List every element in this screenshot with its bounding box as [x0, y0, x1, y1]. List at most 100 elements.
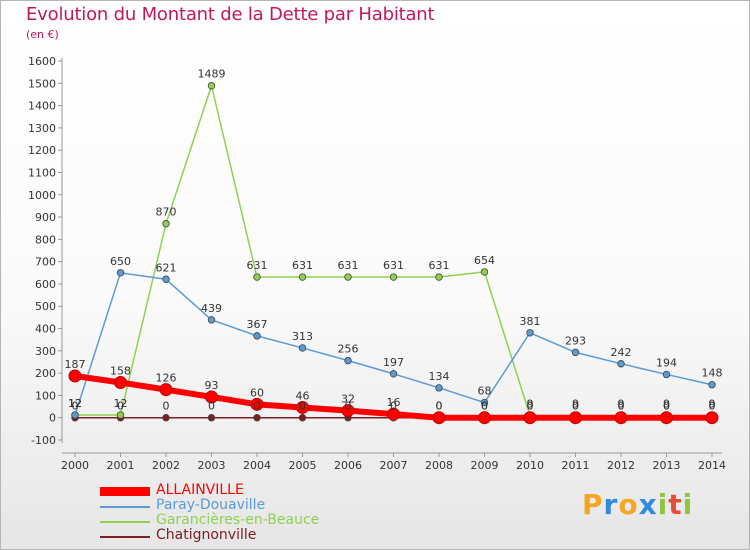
y-tick-label: 1600	[28, 55, 56, 68]
data-label: 631	[292, 259, 313, 272]
data-label: 0	[254, 400, 261, 413]
y-tick-label: 600	[35, 278, 56, 291]
data-point	[162, 414, 170, 422]
data-label: 9	[527, 398, 534, 411]
y-tick-label: 100	[35, 389, 56, 402]
data-label: 650	[110, 255, 131, 268]
data-label: 0	[436, 400, 443, 413]
data-point	[435, 273, 443, 281]
data-point	[708, 381, 716, 389]
x-tick-label: 2012	[607, 459, 635, 472]
data-point	[617, 360, 625, 368]
logo-letter: P	[582, 488, 604, 521]
data-label: 0	[618, 400, 625, 413]
data-point	[705, 411, 719, 425]
data-label: 9	[709, 398, 716, 411]
y-tick-label: 700	[35, 256, 56, 269]
data-label: 0	[208, 400, 215, 413]
x-tick-label: 2008	[425, 459, 453, 472]
data-point	[662, 370, 671, 379]
data-label: 0	[345, 400, 352, 413]
chart-subtitle: (en €)	[26, 28, 59, 41]
data-label: 0	[663, 400, 670, 413]
data-point	[68, 369, 82, 383]
data-label: 0	[481, 400, 488, 413]
chart-title: Evolution du Montant de la Dette par Hab…	[26, 4, 435, 25]
data-label: 32	[341, 393, 355, 406]
data-label: 9	[572, 398, 579, 411]
data-point	[298, 273, 307, 281]
data-label: 194	[656, 356, 677, 369]
data-label: 0	[527, 400, 534, 413]
data-point	[162, 275, 170, 283]
data-point	[116, 269, 125, 277]
logo-letter: o	[618, 488, 639, 521]
logo-letter: x	[638, 488, 658, 521]
data-label: 12	[114, 397, 128, 410]
y-tick-label: 1000	[28, 189, 56, 202]
y-tick-label: 1500	[28, 77, 56, 90]
y-tick-label: 500	[35, 300, 56, 313]
data-label: 367	[247, 318, 268, 331]
data-point	[253, 332, 261, 340]
data-label: 0	[572, 400, 579, 413]
data-point	[162, 220, 170, 228]
data-point	[207, 316, 216, 324]
data-label: 242	[611, 346, 632, 359]
data-label: 0	[117, 400, 124, 413]
data-point	[207, 82, 216, 90]
data-label: 148	[702, 367, 723, 380]
x-tick-label: 2010	[516, 459, 544, 472]
data-label: 187	[65, 358, 86, 371]
data-point	[432, 411, 446, 425]
data-point	[207, 414, 216, 422]
proxiti-logo: Proxiti	[582, 488, 693, 521]
data-point	[387, 407, 400, 421]
data-point	[478, 411, 491, 425]
data-label: 0	[618, 400, 625, 413]
data-label: 0	[572, 400, 579, 413]
x-tick-label: 2013	[653, 459, 681, 472]
data-label: 46	[296, 389, 310, 402]
y-tick-label: 300	[35, 345, 56, 358]
x-tick-label: 2005	[289, 459, 317, 472]
x-tick-label: 2001	[107, 459, 135, 472]
legend-swatch	[100, 487, 150, 496]
x-tick-label: 2003	[198, 459, 226, 472]
data-label: 0	[527, 400, 534, 413]
logo-letter: t	[668, 488, 683, 521]
data-label: 158	[110, 364, 131, 377]
data-label: 12	[68, 397, 82, 410]
data-label: 12	[68, 397, 82, 410]
data-point	[344, 356, 352, 365]
data-point	[435, 384, 443, 392]
y-tick-label: 0	[49, 412, 56, 425]
logo-letter: r	[603, 488, 619, 521]
y-tick-label: -100	[31, 434, 56, 447]
data-label: 9	[618, 398, 625, 411]
logo-letter: i	[682, 488, 694, 521]
data-label: 654	[474, 254, 495, 267]
y-tick-label: 400	[35, 323, 56, 336]
data-label: 1489	[198, 68, 226, 81]
data-point	[523, 411, 537, 425]
data-label: 0	[72, 400, 79, 413]
legend-label: Chatignonville	[156, 527, 257, 543]
line-chart: -100010020030040050060070080090010001100…	[28, 55, 726, 472]
data-point	[116, 411, 125, 419]
data-label: 9	[663, 398, 670, 411]
data-label: 93	[205, 379, 219, 392]
x-tick-label: 2014	[698, 459, 726, 472]
x-tick-label: 2011	[562, 459, 590, 472]
y-tick-label: 1300	[28, 122, 56, 135]
data-point	[250, 397, 264, 411]
x-tick-label: 2000	[61, 459, 89, 472]
logo-letter: i	[657, 488, 669, 521]
data-point	[205, 390, 218, 404]
data-point	[480, 398, 489, 407]
y-tick-label: 1100	[28, 166, 56, 179]
data-label: 439	[201, 302, 222, 315]
data-label: 631	[338, 259, 359, 272]
data-label: 381	[520, 315, 541, 328]
data-point	[298, 344, 307, 352]
